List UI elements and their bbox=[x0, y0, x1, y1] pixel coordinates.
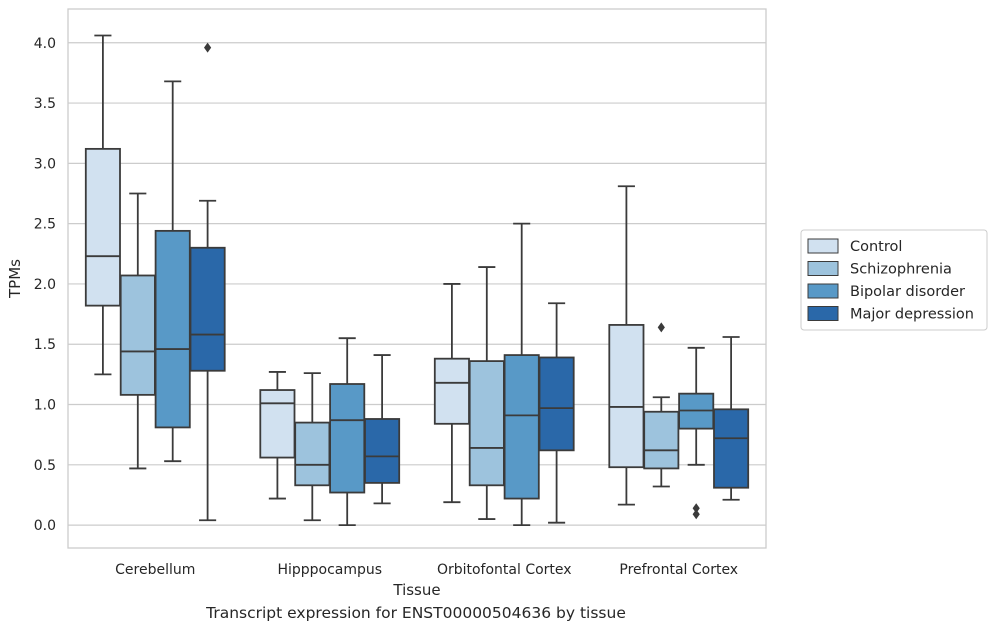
box-series bbox=[84, 34, 750, 526]
y-tick-label: 4.0 bbox=[34, 36, 56, 52]
box-iqr bbox=[364, 418, 401, 484]
x-tick-label: Prefrontal Cortex bbox=[619, 562, 738, 578]
series-major-depression bbox=[189, 42, 750, 524]
x-tick-label: Hipppocampus bbox=[277, 562, 382, 578]
legend: Control Schizophrenia Bipolar disorder Majo… bbox=[800, 229, 988, 331]
y-tick-label: 3.0 bbox=[34, 156, 56, 172]
box bbox=[503, 222, 540, 526]
y-tick-label: 1.0 bbox=[34, 398, 56, 414]
y-tick-label: 2.0 bbox=[34, 277, 56, 293]
series-control bbox=[84, 34, 645, 506]
box bbox=[154, 80, 191, 463]
box bbox=[189, 42, 226, 522]
box-iqr bbox=[643, 410, 680, 470]
y-tick-label: 0.5 bbox=[34, 458, 56, 474]
box-iqr bbox=[503, 354, 540, 500]
series-bipolar-disorder bbox=[154, 80, 715, 526]
box bbox=[713, 336, 750, 501]
box-iqr bbox=[713, 408, 750, 489]
outlier-point bbox=[657, 322, 665, 333]
legend-frame bbox=[800, 229, 988, 331]
box-iqr bbox=[329, 383, 366, 494]
x-axis-tick-labels: Cerebellum Hipppocampus Orbitofontal Corte… bbox=[115, 562, 738, 578]
x-axis-title: Tissue bbox=[392, 581, 440, 599]
box bbox=[468, 266, 505, 520]
x-tick-label: Cerebellum bbox=[115, 562, 195, 578]
box bbox=[678, 346, 715, 520]
y-axis-title: TPMs bbox=[6, 259, 24, 299]
box bbox=[608, 185, 645, 506]
legend-label: Major depression bbox=[850, 307, 974, 323]
outlier-point bbox=[204, 42, 212, 53]
box-iqr bbox=[119, 274, 156, 396]
box bbox=[538, 302, 575, 524]
box-iqr bbox=[154, 229, 191, 429]
series-schizophrenia bbox=[119, 192, 680, 522]
outlier-point bbox=[692, 503, 700, 514]
legend-swatch bbox=[807, 261, 839, 276]
y-tick-label: 3.5 bbox=[34, 96, 56, 112]
legend-label: Control bbox=[850, 239, 902, 255]
box-iqr bbox=[538, 356, 575, 452]
box-iqr bbox=[433, 357, 470, 425]
box bbox=[259, 371, 296, 500]
legend-swatch bbox=[807, 283, 839, 299]
outlier-point bbox=[692, 509, 700, 520]
box-iqr bbox=[468, 360, 505, 487]
y-tick-label: 1.5 bbox=[34, 337, 56, 353]
legend-swatch bbox=[807, 238, 839, 254]
box bbox=[294, 372, 331, 522]
box bbox=[329, 337, 366, 526]
y-tick-label: 2.5 bbox=[34, 217, 56, 233]
legend-label: Bipolar disorder bbox=[850, 284, 965, 300]
y-axis-ticks: 0.0 0.5 1.0 1.5 2.0 2.5 3.0 3.5 4.0 bbox=[34, 36, 56, 534]
box bbox=[643, 322, 680, 488]
y-tick-label: 0.0 bbox=[34, 518, 56, 534]
box-iqr bbox=[294, 421, 331, 487]
box-iqr bbox=[189, 246, 226, 372]
x-tick-label: Orbitofontal Cortex bbox=[437, 562, 572, 578]
box bbox=[433, 283, 470, 504]
box bbox=[119, 192, 156, 470]
box-iqr bbox=[608, 324, 645, 469]
plot-area-frame bbox=[67, 8, 767, 549]
legend-swatch bbox=[807, 306, 839, 321]
box-iqr bbox=[84, 147, 121, 307]
box bbox=[84, 34, 121, 376]
legend-label: Schizophrenia bbox=[850, 262, 952, 278]
box bbox=[364, 354, 401, 505]
chart-caption: Transcript expression for ENST0000050463… bbox=[206, 604, 626, 622]
box-iqr bbox=[259, 389, 296, 459]
